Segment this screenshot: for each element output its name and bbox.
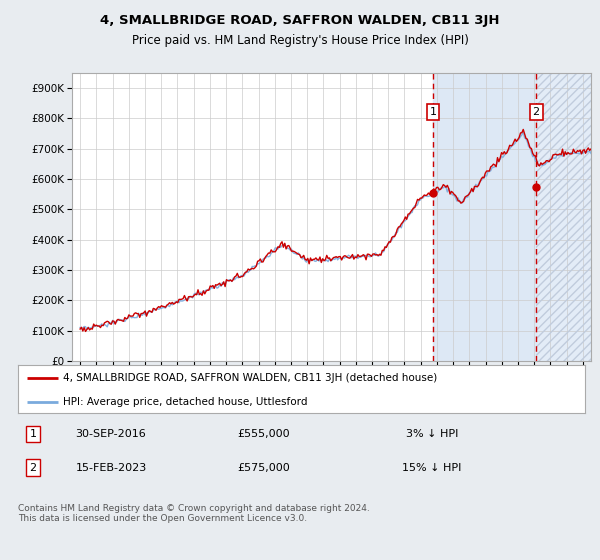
Text: 30-SEP-2016: 30-SEP-2016 [76, 429, 146, 439]
Text: HPI: Average price, detached house, Uttlesford: HPI: Average price, detached house, Uttl… [64, 397, 308, 407]
Text: 2: 2 [533, 108, 540, 117]
Bar [536, 73, 591, 361]
Text: £555,000: £555,000 [238, 429, 290, 439]
Text: 3% ↓ HPI: 3% ↓ HPI [406, 429, 458, 439]
Text: 15-FEB-2023: 15-FEB-2023 [76, 463, 146, 473]
Text: 2: 2 [29, 463, 37, 473]
Text: Contains HM Land Registry data © Crown copyright and database right 2024.
This d: Contains HM Land Registry data © Crown c… [18, 504, 370, 524]
Text: 1: 1 [29, 429, 37, 439]
Bar [536, 73, 591, 361]
Text: 15% ↓ HPI: 15% ↓ HPI [403, 463, 461, 473]
Text: 1: 1 [430, 108, 436, 117]
Text: 4, SMALLBRIDGE ROAD, SAFFRON WALDEN, CB11 3JH: 4, SMALLBRIDGE ROAD, SAFFRON WALDEN, CB1… [100, 14, 500, 27]
Text: 4, SMALLBRIDGE ROAD, SAFFRON WALDEN, CB11 3JH (detached house): 4, SMALLBRIDGE ROAD, SAFFRON WALDEN, CB1… [64, 374, 437, 384]
Bar [433, 73, 536, 361]
Text: Price paid vs. HM Land Registry's House Price Index (HPI): Price paid vs. HM Land Registry's House … [131, 34, 469, 46]
Text: £575,000: £575,000 [238, 463, 290, 473]
